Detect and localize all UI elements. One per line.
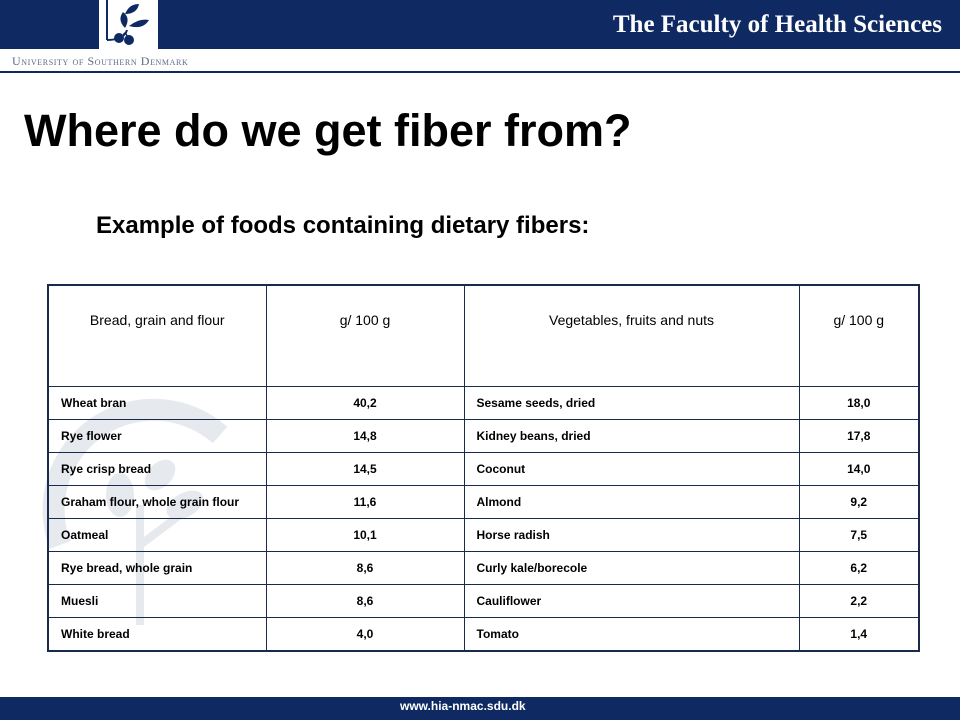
- fiber-value-cell: 17,8: [798, 418, 920, 453]
- fiber-value-cell: 8,6: [265, 583, 465, 618]
- fiber-value-cell: 1,4: [798, 616, 920, 651]
- table-row: White bread 4,0 Tomato 1,4: [47, 616, 920, 651]
- column-header: Vegetables, fruits and nuts: [463, 284, 800, 387]
- fiber-value-cell: 9,2: [798, 484, 920, 519]
- faculty-name: The Faculty of Health Sciences: [612, 11, 942, 38]
- fiber-value-cell: 7,5: [798, 517, 920, 552]
- table-row: Wheat bran 40,2 Sesame seeds, dried 18,0: [47, 385, 920, 420]
- fiber-value-cell: 14,8: [265, 418, 465, 453]
- food-name-cell: Graham flour, whole grain flour: [47, 484, 267, 519]
- header-divider: [0, 71, 960, 73]
- header-bar: The Faculty of Health Sciences: [0, 0, 960, 49]
- leaf-tree-logo-icon: [106, 0, 149, 45]
- food-name-cell: Cauliflower: [463, 583, 800, 618]
- fiber-value-cell: 6,2: [798, 550, 920, 585]
- fiber-value-cell: 18,0: [798, 385, 920, 420]
- fiber-value-cell: 11,6: [265, 484, 465, 519]
- food-name-cell: Coconut: [463, 451, 800, 486]
- fiber-table: Bread, grain and flour g/ 100 g Vegetabl…: [47, 284, 920, 652]
- table-row: Oatmeal 10,1 Horse radish 7,5: [47, 517, 920, 552]
- university-name: University of Southern Denmark: [12, 54, 189, 68]
- fiber-value-cell: 8,6: [265, 550, 465, 585]
- slide-title: Where do we get fiber from?: [24, 105, 632, 156]
- table-row: Rye bread, whole grain 8,6 Curly kale/bore…: [47, 550, 920, 585]
- food-name-cell: Rye crisp bread: [47, 451, 267, 486]
- column-header: g/ 100 g: [265, 284, 465, 387]
- fiber-value-cell: 14,0: [798, 451, 920, 486]
- footer-url[interactable]: www.hia-nmac.sdu.dk: [400, 699, 526, 713]
- table-row: Rye crisp bread 14,5 Coconut 14,0: [47, 451, 920, 486]
- food-name-cell: Rye flower: [47, 418, 267, 453]
- column-header: g/ 100 g: [798, 284, 920, 387]
- food-name-cell: Curly kale/borecole: [463, 550, 800, 585]
- fiber-value-cell: 14,5: [265, 451, 465, 486]
- table-row: Graham flour, whole grain flour 11,6 Almon…: [47, 484, 920, 519]
- food-name-cell: White bread: [47, 616, 267, 651]
- fiber-value-cell: 10,1: [265, 517, 465, 552]
- column-header: Bread, grain and flour: [47, 284, 267, 387]
- food-name-cell: Tomato: [463, 616, 800, 651]
- fiber-value-cell: 40,2: [265, 385, 465, 420]
- fiber-value-cell: 4,0: [265, 616, 465, 651]
- food-name-cell: Muesli: [47, 583, 267, 618]
- food-name-cell: Oatmeal: [47, 517, 267, 552]
- table-header-row: Bread, grain and flour g/ 100 g Vegetabl…: [47, 284, 920, 387]
- footer-bar: www.hia-nmac.sdu.dk: [0, 697, 960, 720]
- table-row: Muesli 8,6 Cauliflower 2,2: [47, 583, 920, 618]
- food-name-cell: Kidney beans, dried: [463, 418, 800, 453]
- table-row: Rye flower 14,8 Kidney beans, dried 17,8: [47, 418, 920, 453]
- food-name-cell: Sesame seeds, dried: [463, 385, 800, 420]
- food-name-cell: Rye bread, whole grain: [47, 550, 267, 585]
- fiber-value-cell: 2,2: [798, 583, 920, 618]
- food-name-cell: Wheat bran: [47, 385, 267, 420]
- slide-subtitle: Example of foods containing dietary fibe…: [96, 212, 590, 239]
- logo: [99, 0, 158, 49]
- food-name-cell: Horse radish: [463, 517, 800, 552]
- food-name-cell: Almond: [463, 484, 800, 519]
